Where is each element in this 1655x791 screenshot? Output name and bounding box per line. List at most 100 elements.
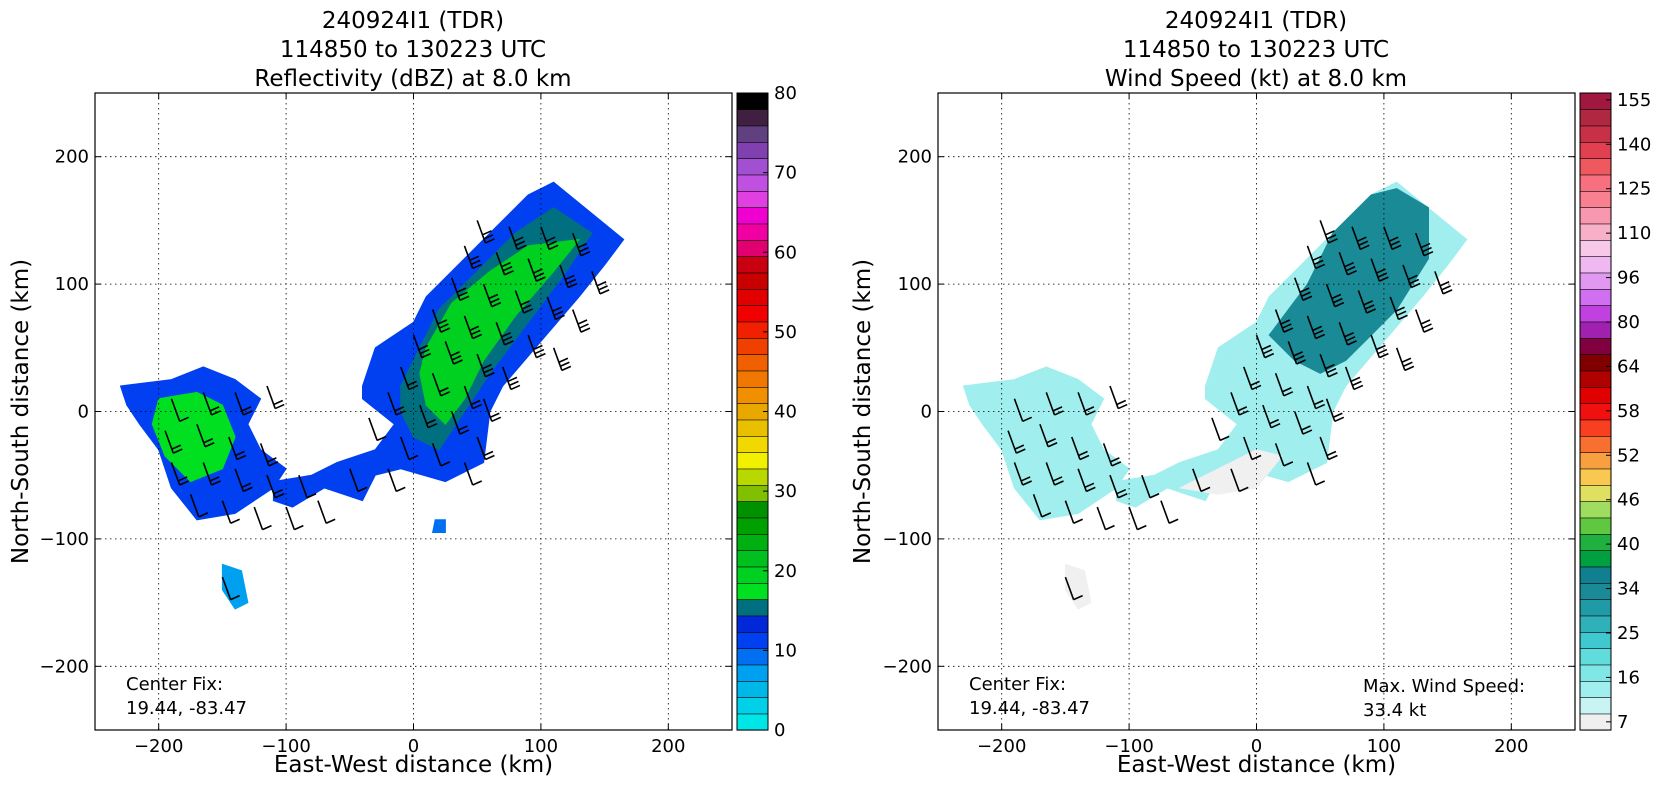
wind-barb-staff	[463, 462, 474, 486]
wind-barb-flag	[459, 295, 470, 302]
wind-barb-staff	[1306, 462, 1317, 486]
colorbar-swatch	[1579, 92, 1612, 110]
wind-barb-flag	[547, 240, 557, 246]
colorbar-swatch	[1579, 190, 1612, 208]
colorbar-tick-label: 140	[1617, 134, 1651, 155]
wind-barb-staff	[1160, 500, 1170, 524]
wind-barb-flag	[1315, 263, 1326, 270]
wind-barb-flag	[1111, 461, 1122, 467]
wind-barb-staff	[1395, 347, 1406, 371]
wind-barb-flag	[577, 242, 588, 249]
wind-barb-flag	[211, 480, 221, 486]
wind-barb-flag	[521, 304, 532, 310]
x-tick-label: 0	[1251, 736, 1262, 757]
wind-barb-flag	[1078, 450, 1088, 457]
wind-barb	[1287, 341, 1306, 365]
wind-barb-flag	[241, 406, 252, 412]
wind-barb	[1319, 436, 1338, 461]
wind-barb-flag	[1054, 480, 1064, 486]
x-tick-label: 0	[408, 736, 419, 757]
wind-barb-staff	[1351, 226, 1362, 250]
x-tick-label: 100	[524, 736, 558, 757]
wind-barb-staff	[1434, 271, 1444, 295]
wind-barb	[450, 277, 470, 302]
colorbar-swatch	[736, 370, 769, 388]
wind-barb-flag	[482, 363, 492, 370]
colorbar-swatch	[1579, 697, 1612, 715]
wind-barb-flag	[1326, 450, 1337, 457]
wind-barb-staff	[1319, 220, 1330, 244]
colorbar-swatch	[1579, 599, 1612, 617]
colorbar-swatch	[736, 599, 769, 617]
wind-barb	[571, 232, 591, 257]
wind-barb	[1077, 468, 1096, 493]
colorbar-swatch	[736, 174, 769, 192]
wind-barb-flag	[1420, 242, 1431, 249]
wind-barb-staff	[196, 423, 206, 448]
wind-barb-staff	[476, 436, 487, 460]
wind-barb-flag	[1376, 268, 1386, 274]
colorbar-swatch	[1579, 223, 1612, 241]
wind-barb-flag	[1420, 319, 1431, 325]
wind-barb-staff	[1141, 474, 1151, 499]
wind-barb	[1274, 443, 1294, 467]
wind-barb-staff	[202, 462, 213, 486]
wind-barb-flag	[1250, 380, 1260, 387]
wind-barb-flag	[294, 524, 304, 531]
wind-barb-staff	[1414, 232, 1425, 256]
wind-barb-staff	[495, 322, 506, 346]
colorbar-swatch	[1579, 648, 1612, 666]
colorbar-swatch	[736, 468, 769, 486]
wind-barb-flag	[491, 416, 502, 423]
wind-barb-flag	[1403, 361, 1413, 368]
colorbar-swatch	[736, 141, 769, 159]
wind-barb-staff	[1389, 296, 1400, 320]
wind-barb-flag	[577, 319, 588, 325]
wind-barb	[508, 226, 527, 251]
wind-barb	[559, 264, 578, 289]
wind-barb-flag	[437, 319, 448, 325]
wind-barb-flag	[1422, 323, 1432, 329]
colorbar-tick-label: 70	[774, 163, 797, 184]
x-axis-label: East-West distance (km)	[274, 752, 553, 778]
wind-barb-flag	[1302, 295, 1313, 302]
wind-barb	[1262, 404, 1281, 429]
wind-barb-staff	[285, 506, 296, 530]
wind-barb-flag	[1046, 437, 1056, 444]
wind-barb-flag	[1149, 493, 1160, 499]
colorbar-swatch	[1579, 680, 1612, 698]
wind-barb-flag	[1312, 255, 1323, 262]
wind-barb-flag	[1326, 367, 1337, 374]
wind-barb	[591, 271, 610, 295]
wind-barb	[1230, 392, 1249, 416]
wind-barb-flag	[1328, 371, 1338, 378]
colorbar-swatch	[736, 354, 769, 372]
wind-barb-staff	[476, 353, 487, 377]
wind-barb	[495, 322, 514, 346]
colorbar-swatch	[736, 321, 769, 339]
wind-barb	[527, 334, 546, 359]
colorbar-swatch	[736, 305, 769, 323]
wind-barb-staff	[431, 309, 442, 333]
wind-barb-staff	[476, 220, 487, 244]
wind-barb-flag	[230, 518, 240, 524]
wind-barb	[1039, 423, 1058, 448]
wind-barb	[1071, 436, 1090, 461]
wind-barb-flag	[1313, 399, 1324, 406]
colorbar-swatch	[736, 566, 769, 584]
colorbar: 0 10 20 30 40 50 60 70 80	[736, 83, 797, 741]
wind-barb	[1344, 366, 1364, 391]
wind-barb-flag	[566, 278, 577, 285]
wind-barb	[476, 436, 495, 461]
wind-barb-staff	[527, 334, 538, 358]
colorbar-swatch	[736, 125, 769, 143]
wind-barb-flag	[1262, 348, 1273, 355]
wind-barb-flag	[1388, 236, 1399, 242]
wind-barb-flag	[418, 344, 429, 351]
wind-barb	[1293, 411, 1313, 435]
wind-barb	[387, 392, 406, 416]
colorbar-tick-label: 64	[1617, 356, 1640, 377]
wind-barb-flag	[1282, 323, 1292, 329]
wind-barb-staff	[221, 500, 232, 524]
wind-barb-flag	[273, 399, 284, 406]
